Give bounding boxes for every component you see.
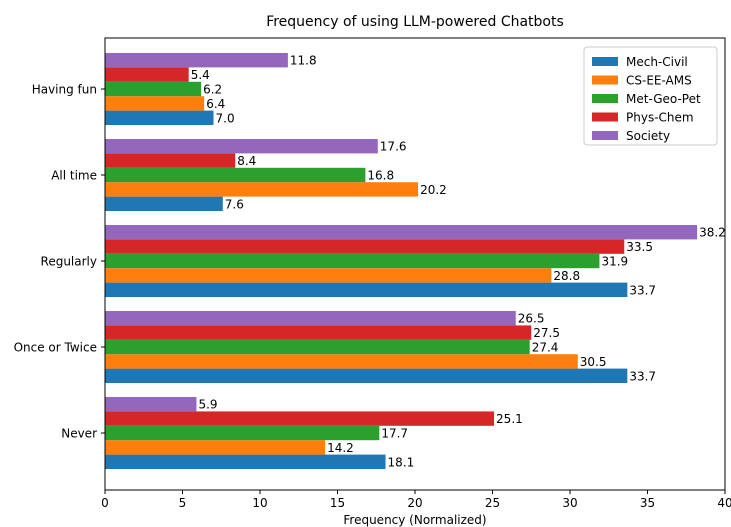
data-label: 20.2 [420, 183, 447, 197]
data-label: 26.5 [518, 312, 545, 326]
x-axis: 0 5 10 15 20 25 30 35 40 [101, 490, 731, 510]
legend-swatch [592, 75, 618, 85]
bar-having-fun-society [105, 53, 288, 68]
bar-all-time-met-geo-pet [105, 167, 366, 183]
bar-once-or-twice-society [105, 311, 516, 326]
y-tick-label: Having fun [32, 83, 97, 97]
legend-label: Society [626, 129, 670, 143]
data-label: 25.1 [496, 412, 523, 426]
bar-once-or-twice-met-geo-pet [105, 339, 530, 355]
data-label: 14.2 [327, 441, 354, 455]
data-label: 11.8 [290, 54, 317, 68]
legend-label: Mech-Civil [626, 55, 688, 69]
x-tick-label: 10 [252, 496, 267, 510]
bar-all-time-mech-civil [105, 196, 223, 211]
bar-regularly-cs-ee-ams [105, 268, 552, 283]
x-tick-label: 30 [562, 496, 577, 510]
y-tick-label: All time [51, 169, 97, 183]
bar-once-or-twice-mech-civil [105, 368, 628, 383]
x-tick-label: 15 [330, 496, 345, 510]
bar-never-phys-chem [105, 411, 495, 426]
x-tick-label: 20 [407, 496, 422, 510]
data-label: 18.1 [388, 455, 415, 469]
bars-layer [105, 53, 698, 469]
bar-all-time-society [105, 139, 378, 154]
data-label: 5.4 [191, 68, 210, 82]
legend-swatch [592, 131, 618, 140]
data-label: 6.2 [203, 83, 222, 97]
y-tick-label: Once or Twice [14, 341, 97, 355]
data-label: 7.6 [225, 197, 244, 211]
data-label: 31.9 [601, 255, 628, 269]
data-label: 27.5 [533, 326, 560, 340]
data-label: 33.7 [629, 283, 656, 297]
data-label: 33.5 [626, 240, 653, 254]
bar-all-time-phys-chem [105, 153, 236, 168]
data-label: 33.7 [629, 369, 656, 383]
data-label: 27.4 [532, 341, 559, 355]
legend-label: Phys-Chem [626, 111, 694, 125]
legend-label: Met-Geo-Pet [626, 92, 701, 106]
x-tick-label: 35 [640, 496, 655, 510]
data-label: 8.4 [237, 154, 256, 168]
data-label: 38.2 [699, 226, 726, 240]
bar-regularly-phys-chem [105, 239, 625, 254]
bar-having-fun-cs-ee-ams [105, 96, 205, 111]
data-label: 5.9 [198, 398, 217, 412]
bar-never-mech-civil [105, 454, 386, 469]
data-label: 30.5 [580, 355, 607, 369]
chart-title: Frequency of using LLM-powered Chatbots [266, 14, 564, 30]
bar-regularly-mech-civil [105, 282, 628, 297]
data-label: 7.0 [216, 111, 235, 125]
data-label: 28.8 [553, 269, 580, 283]
bar-having-fun-phys-chem [105, 67, 189, 82]
data-label: 17.6 [380, 140, 407, 154]
legend-swatch [592, 112, 618, 122]
y-tick-label: Never [61, 427, 97, 441]
bar-never-society [105, 397, 197, 412]
bar-regularly-met-geo-pet [105, 253, 600, 269]
bar-all-time-cs-ee-ams [105, 182, 419, 197]
y-axis: Never Once or Twice Regularly All time Havin… [14, 83, 105, 441]
bar-once-or-twice-cs-ee-ams [105, 354, 578, 369]
bar-having-fun-mech-civil [105, 110, 214, 125]
data-label: 17.7 [381, 427, 408, 441]
bar-once-or-twice-phys-chem [105, 325, 532, 340]
data-label: 16.8 [367, 169, 394, 183]
bar-having-fun-met-geo-pet [105, 81, 202, 97]
bar-regularly-society [105, 225, 698, 240]
y-tick-label: Regularly [41, 255, 97, 269]
legend-label: CS-EE-AMS [626, 74, 692, 88]
legend-swatch [592, 94, 618, 103]
bar-never-cs-ee-ams [105, 440, 326, 455]
x-tick-label: 40 [717, 496, 731, 510]
x-axis-label: Frequency (Normalized) [343, 513, 486, 527]
legend-swatch [592, 57, 618, 66]
legend: Mech-Civil CS-EE-AMS Met-Geo-Pet Phys-Chem S… [583, 46, 718, 146]
data-label: 6.4 [206, 97, 225, 111]
x-tick-label: 25 [485, 496, 500, 510]
data-labels-layer: 18.1 14.2 17.7 25.1 5.9 33.7 30.5 27.427.526.5 3… [191, 54, 726, 470]
bar-never-met-geo-pet [105, 425, 380, 441]
x-tick-label: 0 [101, 496, 109, 510]
x-tick-label: 5 [179, 496, 187, 510]
